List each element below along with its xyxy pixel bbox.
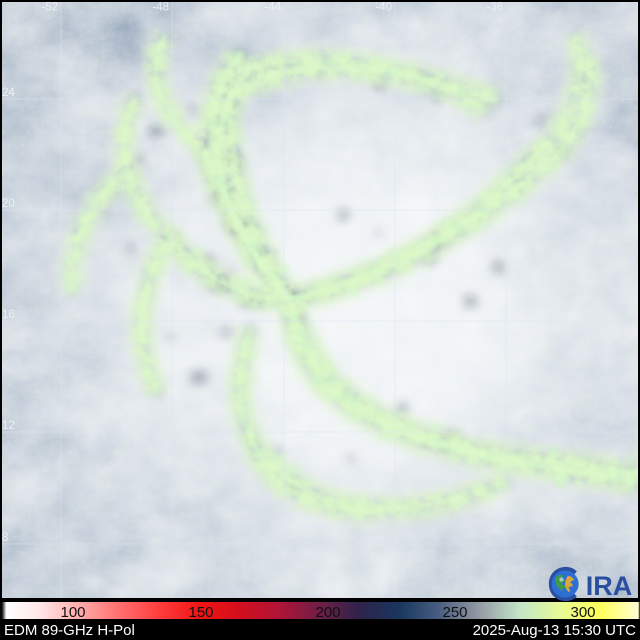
- svg-text:300: 300: [570, 604, 595, 621]
- svg-text:-44: -44: [264, 2, 281, 14]
- svg-text:-40: -40: [375, 2, 392, 14]
- svg-text:-36: -36: [486, 2, 503, 14]
- svg-text:-48: -48: [152, 2, 169, 14]
- svg-text:150: 150: [188, 604, 213, 621]
- svg-text:8: 8: [2, 532, 8, 544]
- svg-text:20: 20: [2, 198, 15, 210]
- svg-text:12: 12: [2, 420, 15, 432]
- svg-text:16: 16: [2, 309, 15, 321]
- svg-text:24: 24: [2, 87, 15, 99]
- svg-text:-52: -52: [41, 2, 58, 14]
- svg-text:100: 100: [60, 604, 85, 621]
- svg-text:200: 200: [315, 604, 340, 621]
- svg-text:IRA: IRA: [586, 571, 633, 601]
- svg-text:250: 250: [442, 604, 467, 621]
